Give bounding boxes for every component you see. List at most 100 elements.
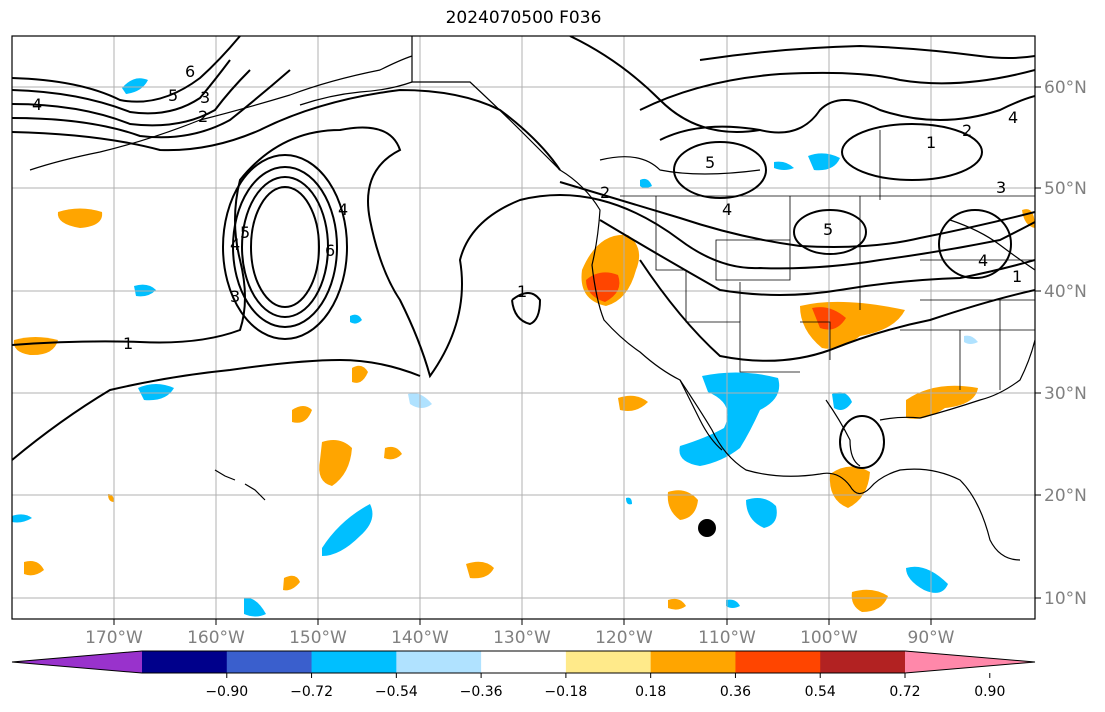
shade-blue <box>138 384 174 401</box>
shade-blue <box>746 498 777 528</box>
shade-orange <box>292 406 312 423</box>
shade-blue <box>322 504 373 556</box>
shade-blue <box>350 314 362 324</box>
colorbar-extend-high <box>905 651 1035 673</box>
plot-frame <box>11 35 1036 620</box>
contour-label: 4 <box>1008 108 1018 127</box>
contour-label: 4 <box>978 251 988 270</box>
shade-blue <box>832 392 852 410</box>
contour-label: 6 <box>185 62 195 81</box>
shade-blue <box>679 372 780 466</box>
shade-orange <box>108 494 114 502</box>
shade-orange <box>906 385 978 419</box>
colorbar-tick-label: 0.36 <box>720 684 751 700</box>
colorbar-tick-label: −0.18 <box>544 684 587 700</box>
lat-tick-label: 50°N <box>1044 179 1087 199</box>
colorbar-tick-label: −0.36 <box>460 684 503 700</box>
colorbar: −0.90 −0.72 −0.54 −0.36 −0.18 0.18 0.36 0.54 0.7… <box>11 650 1036 700</box>
colorbar-segment <box>650 651 736 673</box>
contour-label: 4 <box>722 200 732 219</box>
contour-label: 4 <box>230 235 240 254</box>
lon-tick-label: 140°W <box>391 628 449 648</box>
contour-label: 2 <box>198 107 208 126</box>
contour-label: 2 <box>962 121 972 140</box>
coastlines <box>29 36 1035 561</box>
graticule <box>12 36 1035 619</box>
lat-tick-label: 40°N <box>1044 282 1087 302</box>
lon-tick-label: 170°W <box>85 628 143 648</box>
shade-orange <box>466 561 494 579</box>
contour-label: 4 <box>338 200 348 219</box>
colorbar-segment <box>735 651 821 673</box>
colorbar-tick-label: −0.54 <box>375 684 418 700</box>
colorbar-segment <box>820 651 906 673</box>
colorbar-extend-low <box>12 651 142 673</box>
shade-blue <box>626 497 632 505</box>
shade-orange <box>667 490 698 520</box>
lon-axis: 170°W 160°W 150°W 140°W 130°W 120°W 110°… <box>85 619 955 648</box>
shade-blue <box>640 178 652 188</box>
lon-tick-label: 110°W <box>698 628 756 648</box>
contour-label: 3 <box>996 178 1006 197</box>
shade-blue <box>964 335 978 344</box>
lon-tick-label: 150°W <box>289 628 347 648</box>
contour-label: 4 <box>32 95 42 114</box>
colorbar-tick-label: −0.72 <box>290 684 333 700</box>
lon-tick-label: 120°W <box>595 628 653 648</box>
lon-tick-label: 160°W <box>187 628 245 648</box>
shade-orange <box>384 446 402 460</box>
colorbar-outline <box>11 650 1036 674</box>
shade-blue <box>906 566 948 593</box>
lat-tick-label: 60°N <box>1044 78 1087 98</box>
colorbar-segment <box>311 651 397 673</box>
colorbar-segment <box>481 651 567 673</box>
shade-orange <box>24 561 44 576</box>
lat-tick-label: 10°N <box>1044 589 1087 609</box>
shade-orange <box>618 395 648 411</box>
shade-orange <box>57 208 103 228</box>
shade-blue <box>726 599 740 608</box>
shade-orange <box>851 589 888 612</box>
map-title: 2024070500 F036 <box>445 8 602 28</box>
shade-orange <box>668 598 686 610</box>
contour-label: 5 <box>823 220 833 239</box>
lat-tick-label: 30°N <box>1044 384 1087 404</box>
contour-label: 2 <box>600 183 610 202</box>
colorbar-tick-label: 0.18 <box>635 684 666 700</box>
colorbar-segment <box>226 651 313 673</box>
contour-label: 1 <box>1012 267 1022 286</box>
contour-label: 1 <box>517 282 527 301</box>
contour-label: 1 <box>926 133 936 152</box>
lat-axis: 60°N 50°N 40°N 30°N 20°N 10°N <box>1035 78 1087 609</box>
shade-orange <box>13 337 58 356</box>
contour-label: 5 <box>168 86 178 105</box>
contour-label: 5 <box>240 223 250 242</box>
lon-tick-label: 90°W <box>908 628 955 648</box>
colorbar-segment <box>565 651 652 673</box>
shade-orange <box>352 365 368 383</box>
lon-tick-label: 100°W <box>800 628 858 648</box>
contour-label: 3 <box>230 287 240 306</box>
contour-label: 6 <box>325 241 335 260</box>
colorbar-tick-label: 0.72 <box>889 684 920 700</box>
shade-orange <box>283 575 300 591</box>
shade-orange <box>319 440 352 486</box>
colorbar-segment <box>142 651 228 673</box>
contour-label: 3 <box>200 88 210 107</box>
shade-blue <box>808 153 840 171</box>
shade-blue <box>774 161 794 170</box>
colorbar-tick-label: 0.90 <box>974 684 1005 700</box>
colorbar-tick-label: 0.54 <box>805 684 836 700</box>
contour-label: 5 <box>705 153 715 172</box>
contour-label: 1 <box>123 334 133 353</box>
shading-layer <box>12 78 1035 617</box>
storm-position-marker <box>698 519 716 537</box>
shade-blue <box>122 78 148 94</box>
shade-blue <box>12 514 32 523</box>
shade-blue <box>244 597 266 617</box>
contour-label-group: 6 5 4 3 2 1 4 6 5 4 3 2 1 5 5 4 3 2 1 4 … <box>32 62 1022 353</box>
colorbar-tick-label: −0.90 <box>205 684 248 700</box>
colorbar-segment <box>396 651 482 673</box>
contours <box>12 36 1035 469</box>
